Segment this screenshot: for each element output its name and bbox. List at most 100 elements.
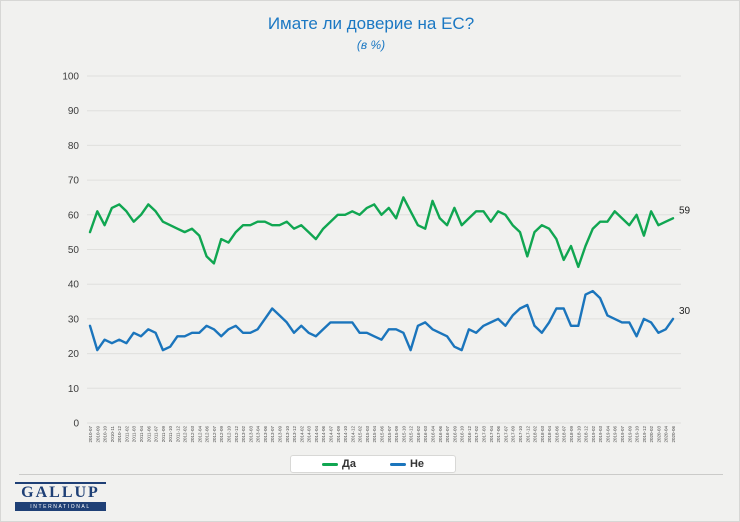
gallup-logo: GALLUP INTERNATIONAL xyxy=(15,482,106,511)
x-tick-label: 2016-12 xyxy=(467,426,472,443)
x-tick-label: 2016-06 xyxy=(438,426,443,443)
x-tick-label: 2016-04 xyxy=(431,426,436,443)
footer-divider xyxy=(19,474,723,475)
x-tick-label: 2017-04 xyxy=(489,426,494,443)
series-line-da xyxy=(88,196,675,269)
x-tick-label: 2010-11 xyxy=(110,426,115,443)
x-tick-label: 2013-02 xyxy=(241,426,246,443)
x-tick-label: 2011-10 xyxy=(168,426,173,443)
x-tick-label: 2011-07 xyxy=(154,426,159,443)
x-tick-label: 2015-02 xyxy=(358,426,363,443)
x-tick-label: 2014-02 xyxy=(299,426,304,443)
y-tick-label: 40 xyxy=(68,280,80,291)
x-tick-label: 2016-09 xyxy=(452,426,457,443)
x-tick-label: 2012-09 xyxy=(219,426,224,443)
logo-wordmark: GALLUP xyxy=(21,484,100,501)
da-line-swatch xyxy=(321,462,338,466)
x-tick-label: 2015-07 xyxy=(387,426,392,443)
x-tick-label: 2011-04 xyxy=(139,426,144,443)
x-tick-label: 2017-06 xyxy=(496,426,501,443)
x-tick-label: 2013-10 xyxy=(285,426,290,443)
x-tick-label: 2011-02 xyxy=(124,426,129,443)
x-tick-label: 2019-10 xyxy=(635,426,640,443)
x-tick-label: 2018-07 xyxy=(562,426,567,443)
x-tick-label: 2015-03 xyxy=(365,426,370,443)
x-tick-label: 2017-12 xyxy=(525,426,530,443)
x-tick-label: 2018-12 xyxy=(584,426,589,443)
x-tick-label: 2011-12 xyxy=(175,426,180,443)
chart-title: Имате ли доверие на ЕС? xyxy=(267,14,475,33)
x-tick-label: 2010-12 xyxy=(117,426,122,443)
x-tick-label: 2018-04 xyxy=(547,426,552,443)
series-end-label-ne: 30 xyxy=(679,306,691,317)
x-tick-label: 2016-07 xyxy=(445,426,450,443)
y-tick-label: 0 xyxy=(73,419,79,430)
y-tick-label: 10 xyxy=(68,384,80,395)
x-tick-label: 2011-09 xyxy=(161,426,166,443)
legend-item-da: Да xyxy=(321,458,356,470)
x-tick-label: 2012-04 xyxy=(197,426,202,443)
chart-legend: Да Не xyxy=(290,455,456,473)
x-tick-label: 2010-09 xyxy=(95,426,100,443)
x-tick-label: 2020-02 xyxy=(649,426,654,443)
x-tick-label: 2019-12 xyxy=(642,426,647,443)
x-tick-label: 2010-07 xyxy=(88,426,93,443)
legend-label-da: Да xyxy=(341,458,356,470)
y-tick-label: 100 xyxy=(62,72,79,83)
y-tick-label: 80 xyxy=(68,141,80,152)
x-tick-label: 2012-02 xyxy=(183,426,188,443)
x-tick-label: 2018-10 xyxy=(576,426,581,443)
x-tick-label: 2013-04 xyxy=(256,426,261,443)
x-tick-label: 2020-06 xyxy=(671,426,676,443)
x-tick-label: 2014-09 xyxy=(336,426,341,443)
x-tick-label: 2013-09 xyxy=(277,426,282,443)
x-tick-label: 2019-02 xyxy=(591,426,596,443)
x-tick-label: 2013-06 xyxy=(263,426,268,443)
logo-subtitle-bar: INTERNATIONAL xyxy=(15,502,106,511)
x-tick-label: 2011-06 xyxy=(146,426,151,443)
series-end-label-da: 59 xyxy=(679,205,691,216)
x-tick-label: 2012-12 xyxy=(234,426,239,443)
y-tick-label: 20 xyxy=(68,349,80,360)
x-tick-label: 2012-07 xyxy=(212,426,217,443)
x-tick-label: 2011-03 xyxy=(132,426,137,443)
x-tick-label: 2014-07 xyxy=(328,426,333,443)
x-tick-label: 2012-03 xyxy=(190,426,195,443)
logo-top-rule xyxy=(15,482,106,484)
x-tick-label: 2015-06 xyxy=(380,426,385,443)
x-tick-label: 2014-06 xyxy=(321,426,326,443)
x-tick-label: 2017-10 xyxy=(518,426,523,443)
x-tick-label: 2013-12 xyxy=(292,426,297,443)
x-tick-label: 2016-03 xyxy=(423,426,428,443)
x-tick-label: 2015-04 xyxy=(372,426,377,443)
x-tick-label: 2018-03 xyxy=(540,426,545,443)
x-tick-label: 2014-03 xyxy=(307,426,312,443)
x-tick-label: 2014-12 xyxy=(350,426,355,443)
x-tick-label: 2015-12 xyxy=(409,426,414,443)
y-tick-label: 30 xyxy=(68,314,80,325)
x-tick-label: 2013-07 xyxy=(270,426,275,443)
x-tick-label: 2018-09 xyxy=(569,426,574,443)
y-tick-label: 70 xyxy=(68,176,80,187)
y-tick-label: 50 xyxy=(68,245,80,256)
x-tick-label: 2017-03 xyxy=(482,426,487,443)
x-tick-label: 2016-02 xyxy=(416,426,421,443)
x-tick-label: 2019-09 xyxy=(627,426,632,443)
ne-line-swatch xyxy=(389,462,406,466)
x-tick-label: 2020-04 xyxy=(664,426,669,443)
x-tick-label: 2019-03 xyxy=(598,426,603,443)
x-tick-label: 2014-04 xyxy=(314,426,319,443)
x-tick-label: 2018-06 xyxy=(554,426,559,443)
x-tick-label: 2012-06 xyxy=(205,426,210,443)
x-tick-label: 2015-09 xyxy=(394,426,399,443)
x-tick-label: 2019-06 xyxy=(613,426,618,443)
x-tick-label: 2013-03 xyxy=(248,426,253,443)
x-tick-label: 2015-10 xyxy=(401,426,406,443)
x-tick-label: 2019-04 xyxy=(605,426,610,443)
x-tick-label: 2017-02 xyxy=(474,426,479,443)
y-tick-label: 90 xyxy=(68,106,80,117)
y-tick-label: 60 xyxy=(68,210,80,221)
chart-subtitle: (в %) xyxy=(356,38,386,52)
